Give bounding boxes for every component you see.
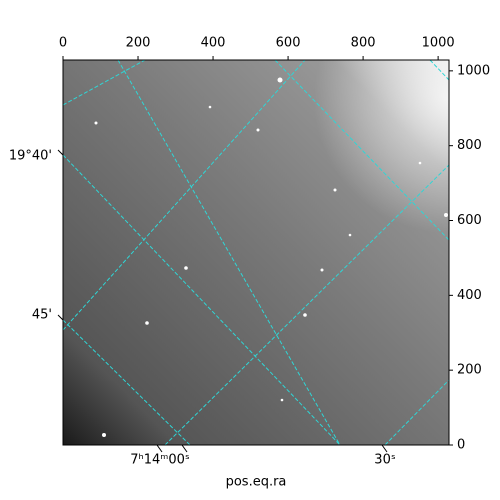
ra-tick	[156, 444, 163, 453]
x-tick-label: 200	[126, 36, 151, 51]
ra-tick	[181, 444, 188, 453]
x-tick-label: 800	[351, 36, 376, 51]
dec-tick-label: 19°40'	[9, 149, 52, 164]
y-tick-label: 200	[457, 363, 482, 378]
y-tick-label: 1000	[457, 63, 490, 78]
dec-tick-label: 45'	[32, 308, 52, 323]
frame	[62, 59, 450, 446]
image	[63, 60, 449, 445]
x-axis-label: pos.eq.ra	[226, 475, 287, 490]
coordinate-grid	[62, 59, 450, 446]
y-tick-label: 400	[457, 288, 482, 303]
ra-tick-label: 30ˢ	[374, 453, 396, 468]
x-tick-label: 600	[276, 36, 301, 51]
y-tick-label: 800	[457, 138, 482, 153]
ra-tick-label: 7ʰ14ᵐ00ˢ	[130, 453, 190, 468]
x-tick-label: 1000	[422, 36, 455, 51]
y-tick-label: 600	[457, 213, 482, 228]
x-tick-label: 400	[201, 36, 226, 51]
ra-tick	[381, 444, 388, 453]
y-tick-label: 0	[457, 438, 465, 453]
dec-tick	[57, 314, 64, 321]
x-tick-label: 0	[59, 36, 67, 51]
dec-tick	[57, 149, 64, 156]
